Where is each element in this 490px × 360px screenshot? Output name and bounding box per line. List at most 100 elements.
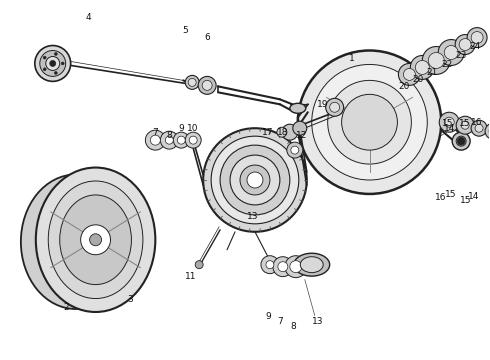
Circle shape xyxy=(198,76,216,94)
Circle shape xyxy=(290,261,302,273)
Circle shape xyxy=(471,120,487,136)
Circle shape xyxy=(43,68,46,71)
Circle shape xyxy=(438,40,464,66)
Text: 9: 9 xyxy=(265,312,271,321)
Text: 3: 3 xyxy=(127,295,133,304)
Text: 15: 15 xyxy=(461,197,472,206)
Ellipse shape xyxy=(452,132,470,150)
Text: 24: 24 xyxy=(469,42,481,51)
Text: 21: 21 xyxy=(427,68,438,77)
Circle shape xyxy=(428,53,444,68)
Text: 23: 23 xyxy=(456,51,467,60)
Circle shape xyxy=(330,102,340,112)
Text: 1: 1 xyxy=(349,54,354,63)
Circle shape xyxy=(285,256,307,278)
Text: 22: 22 xyxy=(441,60,453,69)
Circle shape xyxy=(46,57,60,71)
Circle shape xyxy=(403,68,416,80)
Circle shape xyxy=(456,116,474,134)
Text: 18: 18 xyxy=(277,128,289,137)
Text: 13: 13 xyxy=(247,212,259,221)
Circle shape xyxy=(287,142,303,158)
Circle shape xyxy=(278,262,288,272)
Circle shape xyxy=(457,137,465,145)
Circle shape xyxy=(277,127,287,137)
Ellipse shape xyxy=(290,103,306,113)
Text: 2: 2 xyxy=(63,303,69,312)
Text: 15: 15 xyxy=(441,119,453,128)
Circle shape xyxy=(230,155,280,205)
Circle shape xyxy=(342,94,397,150)
Circle shape xyxy=(455,35,475,54)
Ellipse shape xyxy=(60,195,131,285)
Circle shape xyxy=(326,98,343,116)
Text: 13: 13 xyxy=(312,317,323,326)
Circle shape xyxy=(261,256,279,274)
Circle shape xyxy=(203,128,307,232)
Circle shape xyxy=(298,50,441,194)
Circle shape xyxy=(189,136,197,144)
Text: 14: 14 xyxy=(443,124,455,133)
Circle shape xyxy=(81,225,111,255)
Circle shape xyxy=(291,146,299,154)
Circle shape xyxy=(266,261,274,269)
Text: 5: 5 xyxy=(182,26,188,35)
Circle shape xyxy=(410,55,434,80)
Text: 16: 16 xyxy=(435,193,446,202)
Text: 17: 17 xyxy=(262,128,273,137)
Circle shape xyxy=(177,136,185,144)
Text: 16: 16 xyxy=(471,118,483,127)
Circle shape xyxy=(43,56,46,59)
Circle shape xyxy=(211,136,299,224)
Text: 7: 7 xyxy=(277,317,283,326)
Circle shape xyxy=(173,132,189,148)
Circle shape xyxy=(202,80,212,90)
Circle shape xyxy=(312,64,427,180)
Circle shape xyxy=(90,234,101,246)
Ellipse shape xyxy=(300,257,323,273)
Circle shape xyxy=(467,28,487,48)
Ellipse shape xyxy=(294,253,330,276)
Text: 20: 20 xyxy=(399,82,410,91)
Text: 7: 7 xyxy=(152,128,158,137)
Circle shape xyxy=(489,127,490,135)
Circle shape xyxy=(444,45,458,59)
Circle shape xyxy=(471,32,483,44)
Circle shape xyxy=(293,121,307,135)
Ellipse shape xyxy=(36,167,155,312)
Circle shape xyxy=(185,75,199,89)
Text: 9: 9 xyxy=(178,124,184,133)
Text: 19: 19 xyxy=(317,100,328,109)
Text: 12: 12 xyxy=(296,131,307,140)
Circle shape xyxy=(188,78,196,86)
Circle shape xyxy=(282,124,298,140)
Circle shape xyxy=(273,257,293,276)
Text: 15: 15 xyxy=(460,119,471,128)
Circle shape xyxy=(150,135,160,145)
Circle shape xyxy=(40,50,66,76)
Circle shape xyxy=(220,145,290,215)
Circle shape xyxy=(398,63,420,85)
Circle shape xyxy=(416,60,429,75)
Ellipse shape xyxy=(21,175,130,309)
Circle shape xyxy=(444,117,454,127)
Circle shape xyxy=(328,80,412,164)
Ellipse shape xyxy=(48,181,143,298)
Circle shape xyxy=(195,261,203,269)
Circle shape xyxy=(54,53,57,55)
Circle shape xyxy=(459,39,471,50)
Circle shape xyxy=(485,123,490,139)
Circle shape xyxy=(54,71,57,75)
Text: 8: 8 xyxy=(167,131,172,140)
Text: 20: 20 xyxy=(413,75,424,84)
Text: 8: 8 xyxy=(290,322,295,331)
Ellipse shape xyxy=(456,136,466,146)
Circle shape xyxy=(35,45,71,81)
Circle shape xyxy=(61,62,64,65)
Circle shape xyxy=(247,172,263,188)
Circle shape xyxy=(146,130,165,150)
Text: 11: 11 xyxy=(184,272,196,281)
Circle shape xyxy=(185,132,201,148)
Circle shape xyxy=(461,121,469,129)
Circle shape xyxy=(475,124,483,132)
